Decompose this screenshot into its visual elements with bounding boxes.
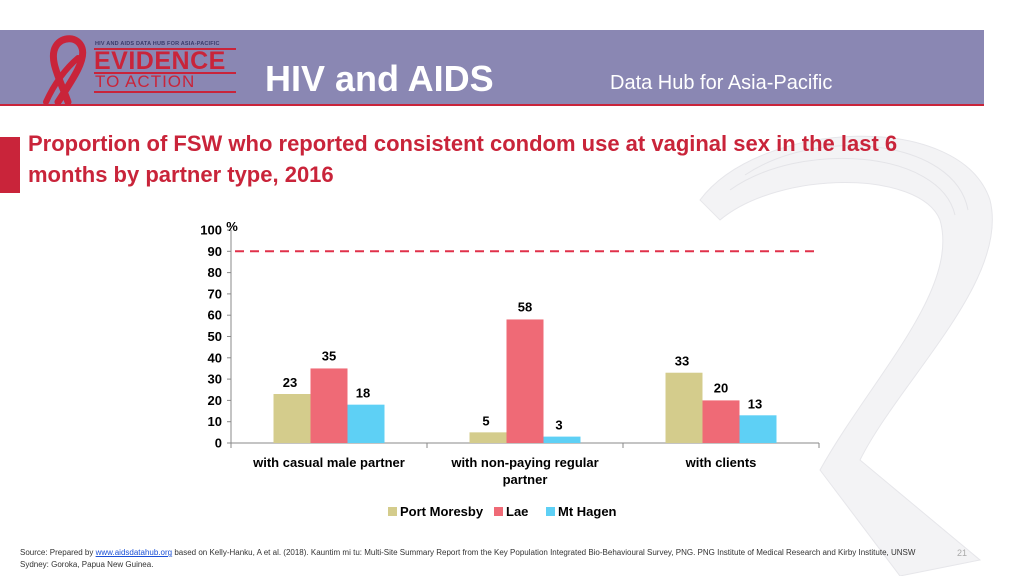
brand-title: HIV and AIDS xyxy=(265,58,494,99)
bar xyxy=(506,319,544,443)
bar xyxy=(665,372,703,443)
bar xyxy=(739,415,777,443)
category-label: partner xyxy=(503,472,548,487)
logo-divider xyxy=(94,48,236,50)
legend-label: Mt Hagen xyxy=(558,504,617,519)
page-number: 21 xyxy=(957,548,968,558)
data-label: 23 xyxy=(283,375,297,390)
logo-evidence: EVIDENCE xyxy=(94,47,226,75)
legend-label: Lae xyxy=(506,504,528,519)
y-tick-label: 100 xyxy=(200,223,222,238)
y-tick-label: 40 xyxy=(208,350,222,365)
y-tick-label: 10 xyxy=(208,414,222,429)
category-label: with casual male partner xyxy=(252,455,405,470)
data-label: 18 xyxy=(356,386,370,401)
data-label: 33 xyxy=(675,354,689,369)
brand-subtitle: Data Hub for Asia-Pacific xyxy=(610,72,833,94)
source-note: Source: Prepared by www.aidsdatahub.org … xyxy=(20,547,920,571)
bar xyxy=(702,400,740,443)
logo-divider xyxy=(94,91,236,93)
y-tick-label: 90 xyxy=(208,244,222,259)
source-prefix: Source: Prepared by xyxy=(20,548,96,557)
category-label: with non-paying regular xyxy=(450,455,598,470)
bar xyxy=(273,394,311,443)
data-label: 3 xyxy=(555,418,562,433)
logo-to-action: TO ACTION xyxy=(95,72,196,91)
y-tick-label: 0 xyxy=(215,436,222,451)
logo-small-text: HIV AND AIDS DATA HUB FOR ASIA-PACIFIC xyxy=(95,41,220,47)
bar xyxy=(543,436,581,443)
source-citation: based on Kelly-Hanku, A et al. (2018). K… xyxy=(20,548,916,569)
bar xyxy=(347,404,385,443)
data-label: 35 xyxy=(322,348,336,363)
legend-swatch xyxy=(388,507,397,516)
y-tick-label: 80 xyxy=(208,265,222,280)
title-accent-bar xyxy=(0,137,20,193)
category-label: with clients xyxy=(685,455,757,470)
legend-label: Port Moresby xyxy=(400,504,484,519)
y-axis-unit-label: % xyxy=(226,219,238,234)
legend-swatch xyxy=(494,507,503,516)
logo-divider xyxy=(94,72,236,74)
legend-swatch xyxy=(546,507,555,516)
header-band xyxy=(0,30,984,106)
data-label: 13 xyxy=(748,396,762,411)
y-tick-label: 50 xyxy=(208,329,222,344)
y-tick-label: 60 xyxy=(208,308,222,323)
y-tick-label: 20 xyxy=(208,393,222,408)
bar xyxy=(469,432,507,443)
data-label: 58 xyxy=(518,299,532,314)
bar xyxy=(310,368,348,443)
y-tick-label: 70 xyxy=(208,286,222,301)
slide-title: Proportion of FSW who reported consisten… xyxy=(28,131,898,187)
data-label: 20 xyxy=(714,380,728,395)
y-tick-label: 30 xyxy=(208,372,222,387)
data-label: 5 xyxy=(482,413,489,428)
source-link[interactable]: www.aidsdatahub.org xyxy=(95,548,173,557)
red-ribbon-icon xyxy=(43,35,87,104)
top-strip xyxy=(0,0,1024,30)
